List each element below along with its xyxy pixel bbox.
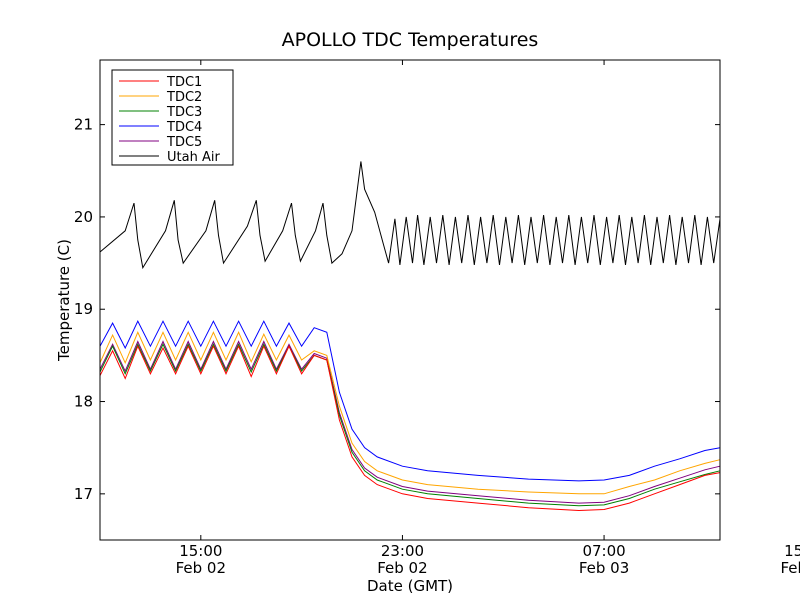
series-line-tdc4 [99, 320, 721, 482]
x-tick-label-time: 15:00 [784, 542, 800, 560]
plot-lines [99, 161, 721, 512]
y-tick-label: 18 [74, 393, 93, 411]
series-line-tdc3 [99, 343, 721, 507]
series-line-tdc2 [99, 331, 721, 495]
legend-label-tdc5: TDC5 [166, 135, 202, 150]
x-tick-label-date: Feb 03 [579, 559, 629, 577]
legend-label-tdc2: TDC2 [166, 90, 202, 105]
series-line-tdc1 [99, 344, 721, 512]
x-tick-label-time: 07:00 [582, 542, 625, 560]
x-tick-label-date: Feb 03 [780, 559, 800, 577]
legend-label-tdc1: TDC1 [166, 75, 202, 90]
legend-box [111, 69, 234, 166]
x-axis-label: Date (GMT) [367, 577, 453, 595]
y-axis-label: Temperature (C) [55, 239, 73, 362]
chart-title: APOLLO TDC Temperatures [282, 29, 539, 51]
x-tick-label-date: Feb 02 [176, 559, 226, 577]
y-tick-label: 21 [74, 116, 93, 134]
legend-label-tdc4: TDC4 [166, 120, 202, 135]
y-tick-label: 20 [74, 208, 93, 226]
x-tick-label-time: 23:00 [381, 542, 424, 560]
series-line-utah-air [99, 161, 721, 270]
y-tick-label: 17 [74, 485, 93, 503]
x-tick-label-time: 15:00 [179, 542, 222, 560]
plot-frame [99, 59, 721, 541]
series-line-tdc5 [99, 340, 721, 504]
y-tick-label: 19 [74, 300, 93, 318]
legend-label-tdc3: TDC3 [166, 105, 202, 120]
legend-label-utah-air: Utah Air [167, 150, 220, 165]
x-tick-label-date: Feb 02 [377, 559, 427, 577]
